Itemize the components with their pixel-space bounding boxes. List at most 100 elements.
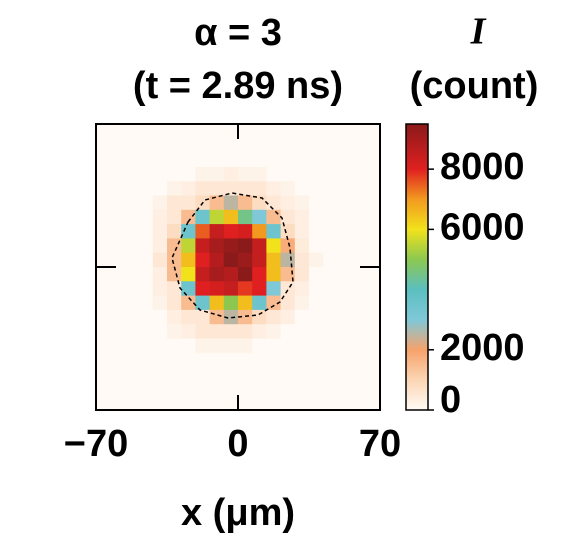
heatmap-cell <box>181 267 196 282</box>
heatmap-cell <box>153 238 168 253</box>
heatmap-cell <box>96 181 111 196</box>
heatmap-cell <box>224 267 239 282</box>
heatmap <box>96 124 380 410</box>
heatmap-cell <box>167 367 182 382</box>
heatmap-cell <box>238 124 253 139</box>
heatmap-cell <box>195 396 210 411</box>
heatmap-cell <box>110 367 125 382</box>
heatmap-cell <box>366 181 381 196</box>
heatmap-cell <box>195 167 210 182</box>
heatmap-cell <box>181 339 196 354</box>
heatmap-cell <box>366 324 381 339</box>
heatmap-cell <box>266 324 281 339</box>
heatmap-cell <box>167 153 182 168</box>
heatmap-cell <box>366 339 381 354</box>
heatmap-cell <box>281 238 296 253</box>
heatmap-cell <box>167 339 182 354</box>
heatmap-cell <box>323 153 338 168</box>
heatmap-cell <box>309 310 324 325</box>
heatmap-cell <box>281 339 296 354</box>
heatmap-cell <box>366 238 381 253</box>
heatmap-cell <box>139 381 154 396</box>
colorbar-tick-label: 6000 <box>440 206 525 248</box>
heatmap-cell <box>309 196 324 211</box>
heatmap-cell <box>224 224 239 239</box>
heatmap-cell <box>252 138 267 153</box>
heatmap-cell <box>309 281 324 296</box>
heatmap-cell <box>153 381 168 396</box>
heatmap-cell <box>352 296 367 311</box>
heatmap-cell <box>110 238 125 253</box>
heatmap-cell <box>295 153 310 168</box>
heatmap-cell <box>167 324 182 339</box>
heatmap-cell <box>352 381 367 396</box>
heatmap-cell <box>210 339 225 354</box>
heatmap-cell <box>153 267 168 282</box>
heatmap-cell <box>96 396 111 411</box>
heatmap-cell <box>238 281 253 296</box>
heatmap-cell <box>210 253 225 268</box>
heatmap-cell <box>309 138 324 153</box>
heatmap-cell <box>352 324 367 339</box>
heatmap-cell <box>210 167 225 182</box>
heatmap-cell <box>96 167 111 182</box>
heatmap-cell <box>266 153 281 168</box>
heatmap-cell <box>210 310 225 325</box>
heatmap-cell <box>309 296 324 311</box>
chart-subtitle: (t = 2.89 ns) <box>133 65 343 107</box>
heatmap-cell <box>124 281 139 296</box>
heatmap-cell <box>110 296 125 311</box>
heatmap-cell <box>139 210 154 225</box>
heatmap-cell <box>337 253 352 268</box>
heatmap-cell <box>153 367 168 382</box>
heatmap-cell <box>366 138 381 153</box>
heatmap-cell <box>110 339 125 354</box>
heatmap-cell <box>124 153 139 168</box>
heatmap-cell <box>366 167 381 182</box>
heatmap-cell <box>352 181 367 196</box>
heatmap-cell <box>238 367 253 382</box>
heatmap-cell <box>238 153 253 168</box>
heatmap-cell <box>195 153 210 168</box>
heatmap-cell <box>224 339 239 354</box>
chart: α = 3 (t = 2.89 ns) I (count) x (μm) −70… <box>0 0 566 542</box>
heatmap-cell <box>366 296 381 311</box>
heatmap-cell <box>139 367 154 382</box>
heatmap-cell <box>153 396 168 411</box>
heatmap-cell <box>195 210 210 225</box>
heatmap-cell <box>210 267 225 282</box>
heatmap-cell <box>323 138 338 153</box>
colorbar-tick-label: 0 <box>440 379 461 421</box>
heatmap-cell <box>124 124 139 139</box>
heatmap-cell <box>281 253 296 268</box>
heatmap-cell <box>124 339 139 354</box>
heatmap-cell <box>266 138 281 153</box>
heatmap-cell <box>309 238 324 253</box>
heatmap-cell <box>181 138 196 153</box>
heatmap-cell <box>139 396 154 411</box>
heatmap-cell <box>153 310 168 325</box>
heatmap-cell <box>295 324 310 339</box>
heatmap-cell <box>139 324 154 339</box>
heatmap-cell <box>124 396 139 411</box>
heatmap-cell <box>167 124 182 139</box>
heatmap-cell <box>266 124 281 139</box>
heatmap-cell <box>96 196 111 211</box>
heatmap-cell <box>124 353 139 368</box>
heatmap-cell <box>153 138 168 153</box>
heatmap-cell <box>352 253 367 268</box>
heatmap-cell <box>337 224 352 239</box>
heatmap-cell <box>281 167 296 182</box>
heatmap-cell <box>110 196 125 211</box>
heatmap-cell <box>252 353 267 368</box>
heatmap-cell <box>195 181 210 196</box>
heatmap-cell <box>323 339 338 354</box>
heatmap-cell <box>110 138 125 153</box>
heatmap-cell <box>252 339 267 354</box>
heatmap-cell <box>96 367 111 382</box>
heatmap-cell <box>153 196 168 211</box>
heatmap-cell <box>181 167 196 182</box>
heatmap-cell <box>295 296 310 311</box>
heatmap-cell <box>281 210 296 225</box>
heatmap-cell <box>323 238 338 253</box>
